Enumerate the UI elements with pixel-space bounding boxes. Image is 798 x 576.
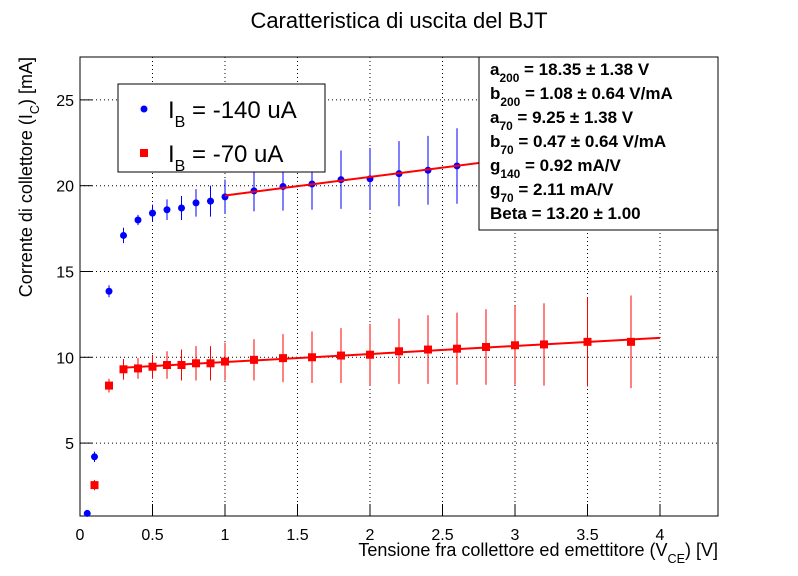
legend-marker: [140, 149, 148, 157]
stats-line-main: g: [490, 156, 500, 175]
y-axis-title-rest: ) [mA]: [16, 57, 36, 105]
y-tick-label: 15: [56, 264, 74, 281]
x-tick-label: 2.5: [431, 527, 453, 544]
data-point: [207, 197, 214, 205]
data-point: [627, 337, 635, 346]
stats-line-main: g: [490, 180, 500, 199]
stats-line-rest: = 2.11 mA/V: [514, 180, 614, 199]
stats-line: a70 = 9.25 ± 1.38 V: [490, 108, 634, 133]
y-axis-title-main: Corrente di collettore (I: [16, 114, 36, 297]
stats-line-sub: 70: [499, 119, 513, 133]
stats-line-sub: 200: [499, 71, 519, 85]
data-point: [91, 453, 98, 461]
data-point: [395, 347, 403, 356]
plot-frame: [79, 56, 719, 517]
legend-label-rest: = -140 uA: [185, 97, 296, 124]
data-point: [424, 345, 432, 354]
stats-line-rest: = 9.25 ± 1.38 V: [513, 108, 634, 127]
data-point: [134, 216, 142, 224]
stats-line: b200 = 1.08 ± 0.64 V/mA: [490, 84, 673, 109]
x-tick-label: 0: [76, 527, 85, 544]
x-axis-title: Tensione fra collettore ed emettitore (V…: [358, 540, 718, 566]
y-tick-label: 20: [56, 179, 74, 196]
y-axis-title-sub: C: [28, 105, 42, 114]
data-point: [134, 364, 142, 373]
x-tick-label: 1: [221, 527, 230, 544]
legend-label-sub: B: [175, 158, 186, 175]
stats-line-sub: 70: [500, 191, 514, 205]
legend-marker: [140, 105, 148, 113]
data-point: [90, 481, 99, 490]
data-point: [178, 204, 185, 212]
data-point: [105, 287, 113, 295]
stats-line-sub: 140: [500, 167, 520, 181]
chart-title: Caratteristica di uscita del BJT: [250, 8, 547, 33]
stats-line-rest: = 0.47 ± 0.64 V/mA: [514, 132, 667, 151]
stats-box: [478, 56, 719, 231]
stats-line: b70 = 0.47 ± 0.64 V/mA: [490, 132, 666, 157]
stats-line: g70 = 2.11 mA/V: [490, 180, 614, 205]
x-tick-label: 0.5: [141, 527, 163, 544]
data-point: [119, 365, 128, 374]
stats-line-rest: = 1.08 ± 0.64 V/mA: [520, 84, 673, 103]
x-tick-label: 3.5: [576, 527, 598, 544]
x-axis-title-rest: ) [V]: [685, 540, 718, 560]
legend-label-main: I: [168, 141, 175, 168]
x-tick-label: 4: [656, 527, 665, 544]
y-tick-label: 25: [56, 93, 74, 110]
legend-label: IB = -70 uA: [168, 141, 283, 175]
data-point: [120, 231, 127, 239]
y-tick-label: 10: [56, 350, 74, 367]
data-point: [83, 509, 91, 517]
legend-label-sub: B: [175, 114, 186, 131]
stats-line-rest: = 0.92 mA/V: [520, 156, 621, 175]
stats-line-main: Beta = 13.20 ± 1.00: [490, 204, 641, 223]
stats-line-main: b: [490, 84, 500, 103]
stats-line-sub: 200: [500, 95, 520, 109]
data-point: [149, 209, 156, 217]
data-point: [192, 199, 200, 207]
x-tick-label: 3: [511, 527, 520, 544]
x-tick-label: 1.5: [286, 527, 308, 544]
stats-line-main: a: [490, 60, 500, 79]
data-point: [105, 381, 113, 390]
x-axis-title-main: Tensione fra collettore ed emettitore (V: [358, 540, 667, 560]
stats-line: Beta = 13.20 ± 1.00: [490, 204, 641, 223]
stats-line-sub: 70: [500, 143, 514, 157]
legend-label: IB = -140 uA: [168, 97, 297, 131]
y-tick-label: 5: [65, 436, 74, 453]
stats-line-main: a: [490, 108, 500, 127]
data-point: [163, 206, 171, 214]
x-tick-label: 2: [366, 527, 375, 544]
fit-line: [123, 336, 661, 369]
stats-line-rest: = 18.35 ± 1.38 V: [519, 60, 650, 79]
stats-line-main: b: [490, 132, 500, 151]
y-axis-title: Corrente di collettore (IC) [mA]: [16, 57, 42, 297]
stats-line: g140 = 0.92 mA/V: [490, 156, 622, 181]
legend-label-main: I: [168, 97, 175, 124]
legend-box: [117, 83, 326, 173]
x-axis-title-sub: CE: [667, 552, 685, 566]
legend-label-rest: = -70 uA: [185, 141, 283, 168]
stats-line: a200 = 18.35 ± 1.38 V: [490, 60, 650, 85]
